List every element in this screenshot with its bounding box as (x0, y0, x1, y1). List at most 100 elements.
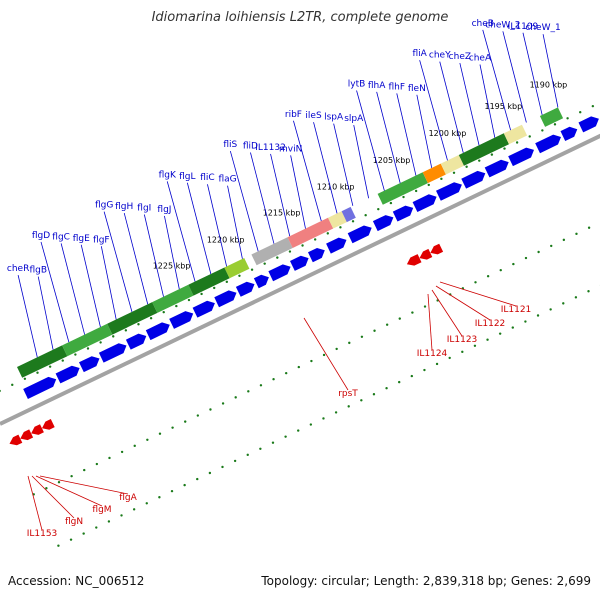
forward-gene-label: flgG (95, 201, 113, 211)
forward-gene-label: flgL (179, 172, 195, 182)
forward-gene-label: slpA (344, 114, 364, 124)
forward-gene-label: ileS (305, 111, 322, 121)
ring-dot (550, 244, 553, 248)
label-leader-line (427, 293, 433, 351)
ring-dot (187, 298, 191, 302)
forward-gene-arrow (55, 365, 80, 384)
ring-dot (297, 365, 301, 369)
ring-dot (339, 226, 342, 229)
backbone-line (0, 133, 600, 426)
ring-dot (591, 104, 595, 108)
forward-gene-arrow (392, 205, 414, 222)
label-leader-line (166, 181, 196, 282)
label-leader-line (439, 61, 464, 153)
label-leader-line (479, 64, 496, 138)
ring-dot (351, 220, 355, 223)
ring-dot (23, 377, 27, 380)
reverse-gene-arrow (406, 254, 422, 266)
ring-dot (498, 332, 502, 335)
forward-gene-arrow (372, 215, 394, 232)
ring-dot (347, 405, 350, 408)
ring-dot (86, 347, 90, 350)
reverse-gene-arrow (31, 424, 44, 435)
ring-dot (524, 256, 528, 260)
ring-dot (208, 471, 212, 475)
ring-dot (297, 429, 300, 432)
ring-dot (579, 111, 582, 114)
forward-gene-arrow (169, 311, 194, 329)
ring-dot (234, 396, 237, 399)
ring-dot (566, 117, 569, 120)
cog-block (17, 345, 68, 378)
ring-dot (398, 317, 401, 320)
forward-gene-label: mviN (279, 144, 302, 154)
ring-dot (377, 207, 380, 211)
forward-gene-label: flgD (32, 231, 50, 241)
label-leader-line (303, 317, 349, 391)
ring-dot (562, 238, 566, 242)
tick-label: 1190 kbp (530, 81, 568, 90)
ring-dot (272, 378, 275, 381)
reverse-gene-arrow (9, 434, 23, 446)
ring-dot (196, 414, 200, 417)
ring-dot (465, 165, 468, 168)
forward-gene-arrow (535, 134, 561, 154)
reverse-gene-label: flgA (119, 493, 137, 503)
cog-block (107, 302, 158, 335)
ring-dot (322, 417, 325, 420)
ring-dot (423, 305, 427, 308)
ring-dot (57, 544, 60, 547)
ring-dot (120, 450, 124, 454)
ring-dot (397, 380, 401, 384)
ring-dot (512, 262, 515, 266)
forward-gene-label: flhA (368, 81, 386, 91)
forward-gene-label: flgB (29, 266, 47, 276)
ring-dot (364, 214, 367, 217)
ring-dot (133, 444, 136, 448)
ring-dot (250, 268, 254, 271)
label-leader-line (313, 122, 338, 214)
forward-gene-arrow (268, 264, 291, 282)
label-leader-line (522, 32, 543, 116)
forward-gene-arrow (145, 322, 170, 341)
ring-dot (360, 399, 363, 402)
label-leader-line (416, 94, 433, 169)
ring-dot (238, 274, 241, 277)
forward-gene-label: cheZ (449, 52, 471, 62)
ring-dot (162, 310, 165, 314)
forward-gene-arrow (461, 170, 486, 189)
label-leader-line (353, 125, 370, 199)
ring-dot (175, 304, 178, 308)
map-title: Idiomarina loihiensis L2TR, complete gen… (151, 10, 449, 25)
ring-dot (541, 129, 544, 132)
ring-dot (284, 435, 287, 438)
ring-dot (309, 423, 313, 426)
ring-dot (112, 335, 115, 338)
label-leader-line (290, 155, 306, 229)
ring-dot (435, 362, 439, 366)
ring-dot (221, 465, 224, 469)
ring-dot (225, 280, 229, 284)
forward-gene-arrow (214, 290, 237, 308)
ring-dot (448, 356, 451, 360)
tick-label: 1205 kbp (373, 156, 411, 165)
ring-dot (95, 462, 99, 466)
forward-gene-label: lspA (324, 113, 344, 123)
label-leader-line (100, 246, 117, 320)
ring-dot (486, 338, 489, 341)
ring-dot (411, 311, 414, 314)
ring-dot (499, 268, 502, 272)
ring-dot (575, 232, 578, 236)
cog-block (188, 267, 230, 296)
forward-gene-label: fliD (243, 141, 258, 151)
forward-gene-label: flgI (137, 204, 151, 214)
forward-gene-label: fliA (412, 49, 427, 59)
ring-dot (562, 302, 565, 305)
ring-dot (259, 447, 262, 450)
ring-dot (478, 159, 481, 162)
reverse-gene-label: IL1153 (27, 529, 58, 539)
reverse-gene-label: flgM (92, 505, 111, 515)
cog-block (328, 211, 347, 229)
ring-dot (99, 341, 102, 344)
